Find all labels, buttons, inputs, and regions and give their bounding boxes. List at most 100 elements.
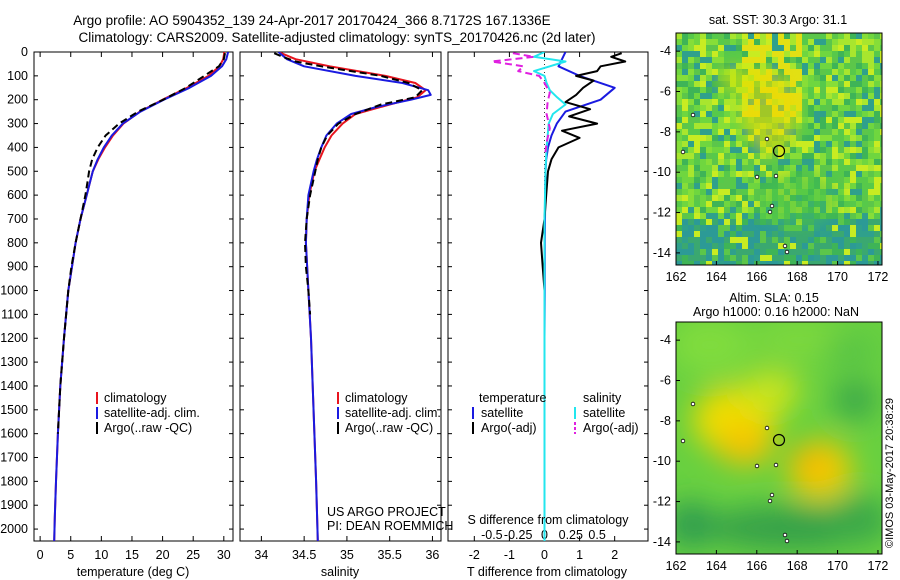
- depth-tick-label: 1300: [0, 355, 28, 369]
- depth-tick-label: 100: [7, 69, 28, 83]
- x-tick-label: 0: [37, 548, 44, 562]
- difference-plot-frame: [447, 51, 649, 542]
- map-y-tick-label: -14: [653, 246, 671, 260]
- map-y-tick-label: -8: [660, 414, 671, 428]
- map-y-tick-label: -6: [660, 374, 671, 388]
- map-y-tick-label: -12: [653, 495, 671, 509]
- depth-tick-label: 1500: [0, 403, 28, 417]
- series-line-argo-raw-qc-: [273, 52, 424, 315]
- salinity-x-axis: 34 34.5 35 35.5 36: [240, 51, 441, 562]
- sla-map-panel: Altim. SLA: 0.15 Argo h1000: 0.16 h2000:…: [653, 291, 889, 573]
- s-tick-label: 0.25: [559, 528, 583, 542]
- legend-label-argo: Argo(..raw -QC): [104, 421, 192, 435]
- difference-x-axis: -2 -1 0 1 2-0.5 -0.25 0 0.25 0.5: [448, 51, 648, 562]
- temperature-plot-frame: [33, 51, 234, 542]
- legend-label-t-argo: Argo(-adj): [481, 421, 537, 435]
- map-x-tick-label: 170: [827, 559, 848, 573]
- map-y-tick-label: -6: [660, 85, 671, 99]
- s-tick-label: -0.25: [504, 528, 533, 542]
- map-x-tick-label: 164: [706, 270, 727, 284]
- x-tick-label: 30: [217, 548, 231, 562]
- sst-map-title: sat. SST: 30.3 Argo: 31.1: [709, 13, 847, 27]
- temperature-lines: [53, 52, 230, 541]
- x-tick-label: 36: [425, 548, 439, 562]
- project-annotation: US ARGO PROJECT: [327, 505, 446, 519]
- series-line-t-argo-adj-: [540, 52, 627, 434]
- depth-tick-label: 800: [7, 236, 28, 250]
- map-x-tick-label: 172: [868, 559, 889, 573]
- depth-tick-label: 200: [7, 93, 28, 107]
- x-tick-label: 35: [340, 548, 354, 562]
- sla-map-field: [676, 322, 882, 554]
- x-tick-label: 25: [186, 548, 200, 562]
- legend-label-climatology: climatology: [345, 391, 408, 405]
- imos-credit: ©IMOS 03-May-2017 20:38:29: [884, 398, 896, 548]
- map-x-tick-label: 166: [746, 270, 767, 284]
- map-y-tick-label: -4: [660, 333, 671, 347]
- temperature-panel: 0 5 10 15 20 25 30 temperature (deg C) climato…: [33, 51, 234, 579]
- map-y-tick-label: -14: [653, 535, 671, 549]
- series-line-s-satellite: [533, 52, 567, 541]
- sla-map-title: Altim. SLA: 0.15: [729, 291, 819, 305]
- depth-tick-label: 1200: [0, 331, 28, 345]
- x-tick-label: -2: [469, 548, 480, 562]
- depth-tick-label: 600: [7, 188, 28, 202]
- sla-map-frame: [675, 321, 883, 555]
- salinity-plot-frame: [239, 51, 442, 542]
- depth-tick-label: 2000: [0, 522, 28, 536]
- map-x-tick-label: 164: [706, 559, 727, 573]
- legend-label-s-argo: Argo(-adj): [583, 421, 639, 435]
- x-tick-label: 0: [541, 548, 548, 562]
- s-tick-label: 0.5: [588, 528, 605, 542]
- map-y-tick-label: -8: [660, 125, 671, 139]
- sst-map-axes: 162 164 166 168 170 172 -4 -6 -8 -10 -12 -14: [653, 44, 889, 284]
- depth-tick-label: 0: [21, 45, 28, 59]
- depth-tick-label: 500: [7, 164, 28, 178]
- map-x-tick-label: 162: [666, 270, 687, 284]
- figure-title-line1: Argo profile: AO 5904352_139 24-Apr-2017…: [73, 13, 550, 28]
- legend-label-argo: Argo(..raw -QC): [345, 421, 433, 435]
- series-line-satellite-adj-clim-: [277, 52, 432, 541]
- legend-label-satellite: satellite-adj. clim.: [104, 406, 200, 420]
- depth-tick-label: 400: [7, 140, 28, 154]
- map-x-tick-label: 168: [787, 270, 808, 284]
- x-tick-label: 10: [94, 548, 108, 562]
- sst-map-frame: [675, 32, 883, 266]
- legend-title-temperature: temperature: [479, 391, 546, 405]
- legend-title-salinity: salinity: [583, 391, 622, 405]
- legend-label-t-satellite: satellite: [481, 406, 523, 420]
- map-x-tick-label: 170: [827, 270, 848, 284]
- difference-legend: temperature salinity satellite Argo(-adj…: [472, 391, 639, 435]
- x-tick-label: 34: [254, 548, 268, 562]
- series-line-argo-raw-qc-: [56, 53, 226, 434]
- depth-tick-label: 300: [7, 117, 28, 131]
- depth-tick-label: 1700: [0, 451, 28, 465]
- salinity-legend: climatology satellite-adj. clim. Argo(..…: [337, 391, 441, 435]
- x-tick-label: 2: [611, 548, 618, 562]
- series-line-climatology: [53, 52, 226, 541]
- map-y-tick-label: -10: [653, 165, 671, 179]
- difference-panel: -2 -1 0 1 2-0.5 -0.25 0 0.25 0.5 S difference fr…: [447, 51, 649, 579]
- x-tick-label: 15: [125, 548, 139, 562]
- depth-tick-label: 1900: [0, 498, 28, 512]
- difference-xlabel-top: S difference from climatology: [468, 513, 630, 527]
- salinity-lines: [273, 52, 432, 541]
- depth-axis: 0 100 200 300 400 500 600 700 800 900 1000 1100 1200…: [0, 45, 28, 536]
- sla-argo-marker: [772, 433, 786, 447]
- depth-tick-label: 1000: [0, 284, 28, 298]
- series-line-s-argo-adj-: [490, 52, 551, 153]
- sst-argo-marker: [772, 144, 786, 158]
- x-tick-label: 5: [67, 548, 74, 562]
- map-x-tick-label: 166: [746, 559, 767, 573]
- difference-lines: [490, 52, 627, 541]
- sst-map-panel: sat. SST: 30.3 Argo: 31.1 162 164 166 168 17…: [653, 13, 889, 284]
- sst-map-field: [676, 33, 882, 265]
- depth-tick-label: 1400: [0, 379, 28, 393]
- legend-label-climatology: climatology: [104, 391, 167, 405]
- map-y-tick-label: -10: [653, 454, 671, 468]
- depth-tick-label: 1600: [0, 427, 28, 441]
- salinity-panel: 34 34.5 35 35.5 36 salinity climatology sate…: [239, 51, 453, 579]
- figure-title-line2: Climatology: CARS2009. Satellite-adjuste…: [78, 30, 595, 45]
- temperature-legend: climatology satellite-adj. clim. Argo(..…: [96, 391, 200, 435]
